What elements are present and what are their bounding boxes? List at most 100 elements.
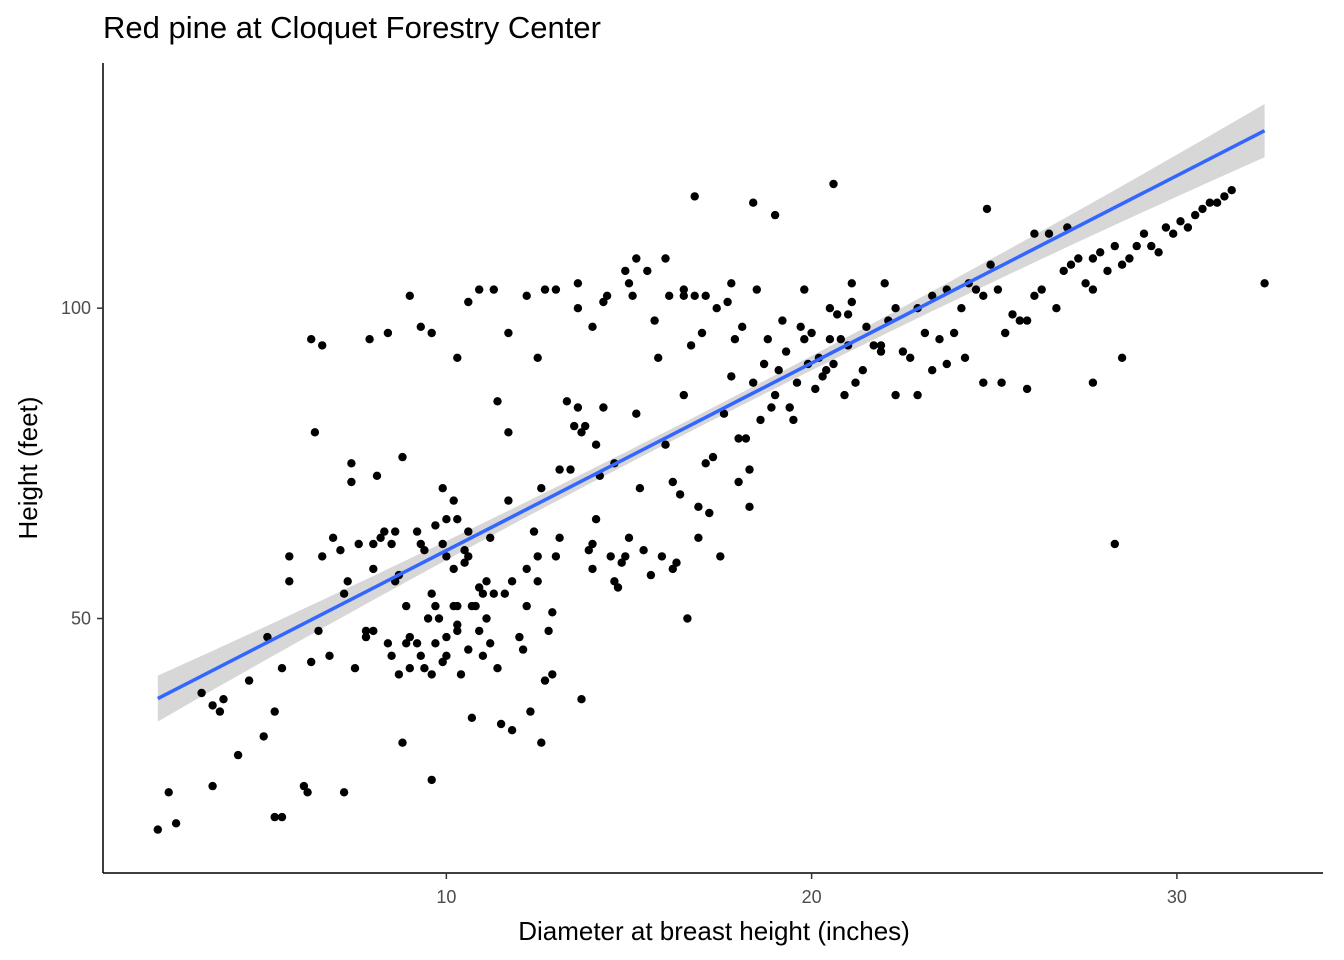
- data-point: [822, 366, 831, 375]
- data-point: [387, 539, 396, 549]
- data-point: [632, 409, 641, 418]
- data-point: [942, 359, 951, 369]
- data-point: [427, 670, 436, 679]
- data-point: [591, 515, 601, 524]
- data-point: [847, 279, 856, 288]
- data-point: [361, 626, 371, 636]
- data-point: [1059, 266, 1068, 276]
- data-point: [398, 738, 407, 747]
- data-point: [442, 515, 451, 524]
- data-point: [654, 353, 663, 362]
- data-point: [694, 502, 703, 511]
- data-point: [515, 632, 524, 642]
- data-point: [548, 670, 557, 679]
- data-point: [833, 310, 842, 319]
- data-point: [599, 297, 608, 307]
- data-point: [1220, 192, 1229, 201]
- data-point: [1147, 241, 1156, 251]
- data-point: [1212, 198, 1222, 207]
- data-point: [1088, 378, 1098, 387]
- data-point: [391, 527, 400, 536]
- data-point: [840, 390, 849, 400]
- data-point: [555, 465, 564, 474]
- data-point: [372, 471, 382, 480]
- data-point: [770, 210, 780, 220]
- data-point: [416, 539, 425, 549]
- data-point: [679, 390, 688, 400]
- data-point: [807, 328, 816, 338]
- data-point: [339, 589, 349, 598]
- data-point: [606, 552, 615, 561]
- data-point: [412, 527, 422, 536]
- data-point: [325, 651, 334, 660]
- data-point: [551, 285, 561, 294]
- data-point: [1081, 279, 1090, 288]
- data-point: [588, 564, 597, 574]
- data-point: [431, 521, 440, 530]
- data-point: [774, 366, 783, 375]
- data-point: [734, 477, 743, 487]
- data-point: [613, 583, 623, 592]
- data-point: [727, 372, 736, 381]
- data-point: [624, 279, 634, 288]
- data-point: [402, 639, 411, 648]
- data-point: [369, 626, 378, 636]
- data-point: [1066, 260, 1076, 269]
- data-point: [727, 279, 736, 288]
- data-point: [453, 515, 462, 524]
- data-point: [573, 403, 583, 412]
- data-point: [259, 732, 268, 741]
- data-point: [478, 651, 488, 660]
- data-point: [471, 601, 480, 611]
- data-point: [533, 552, 542, 561]
- data-point: [383, 328, 393, 338]
- data-point: [464, 527, 473, 536]
- data-point: [847, 297, 856, 307]
- fit-line-layer: [156, 129, 1266, 701]
- data-point: [522, 291, 531, 300]
- data-point: [1008, 310, 1017, 319]
- data-point: [533, 353, 542, 362]
- data-point: [876, 341, 886, 350]
- data-point: [792, 378, 802, 387]
- data-point: [153, 825, 162, 834]
- data-point: [328, 533, 338, 542]
- data-point: [1022, 384, 1032, 394]
- data-point: [1227, 186, 1236, 195]
- data-point: [270, 707, 279, 716]
- data-point: [719, 409, 729, 418]
- data-point: [486, 639, 495, 648]
- data-point: [979, 378, 988, 387]
- data-point: [723, 297, 732, 307]
- data-point: [412, 639, 422, 648]
- data-point: [617, 558, 626, 567]
- data-points-layer: [153, 179, 1269, 834]
- data-point: [347, 477, 356, 487]
- data-point: [661, 254, 670, 263]
- data-point: [1117, 353, 1127, 362]
- data-point: [489, 285, 498, 294]
- data-point: [1015, 316, 1024, 325]
- y-axis-ticks: 50 100: [61, 298, 103, 629]
- data-point: [920, 328, 930, 338]
- data-point: [858, 366, 867, 375]
- data-point: [836, 335, 845, 344]
- data-point: [734, 434, 743, 443]
- data-point: [555, 533, 564, 542]
- data-point: [416, 651, 425, 660]
- data-point: [690, 192, 699, 201]
- data-point: [460, 558, 469, 567]
- data-point: [164, 788, 173, 797]
- data-point: [504, 428, 513, 437]
- data-point: [913, 390, 922, 400]
- data-point: [635, 484, 645, 493]
- data-point: [986, 260, 995, 269]
- data-point: [383, 639, 393, 648]
- data-point: [869, 341, 878, 350]
- data-point: [489, 589, 498, 598]
- data-point: [533, 577, 542, 586]
- data-point: [643, 266, 652, 276]
- data-point: [376, 533, 385, 542]
- data-point: [1096, 248, 1105, 257]
